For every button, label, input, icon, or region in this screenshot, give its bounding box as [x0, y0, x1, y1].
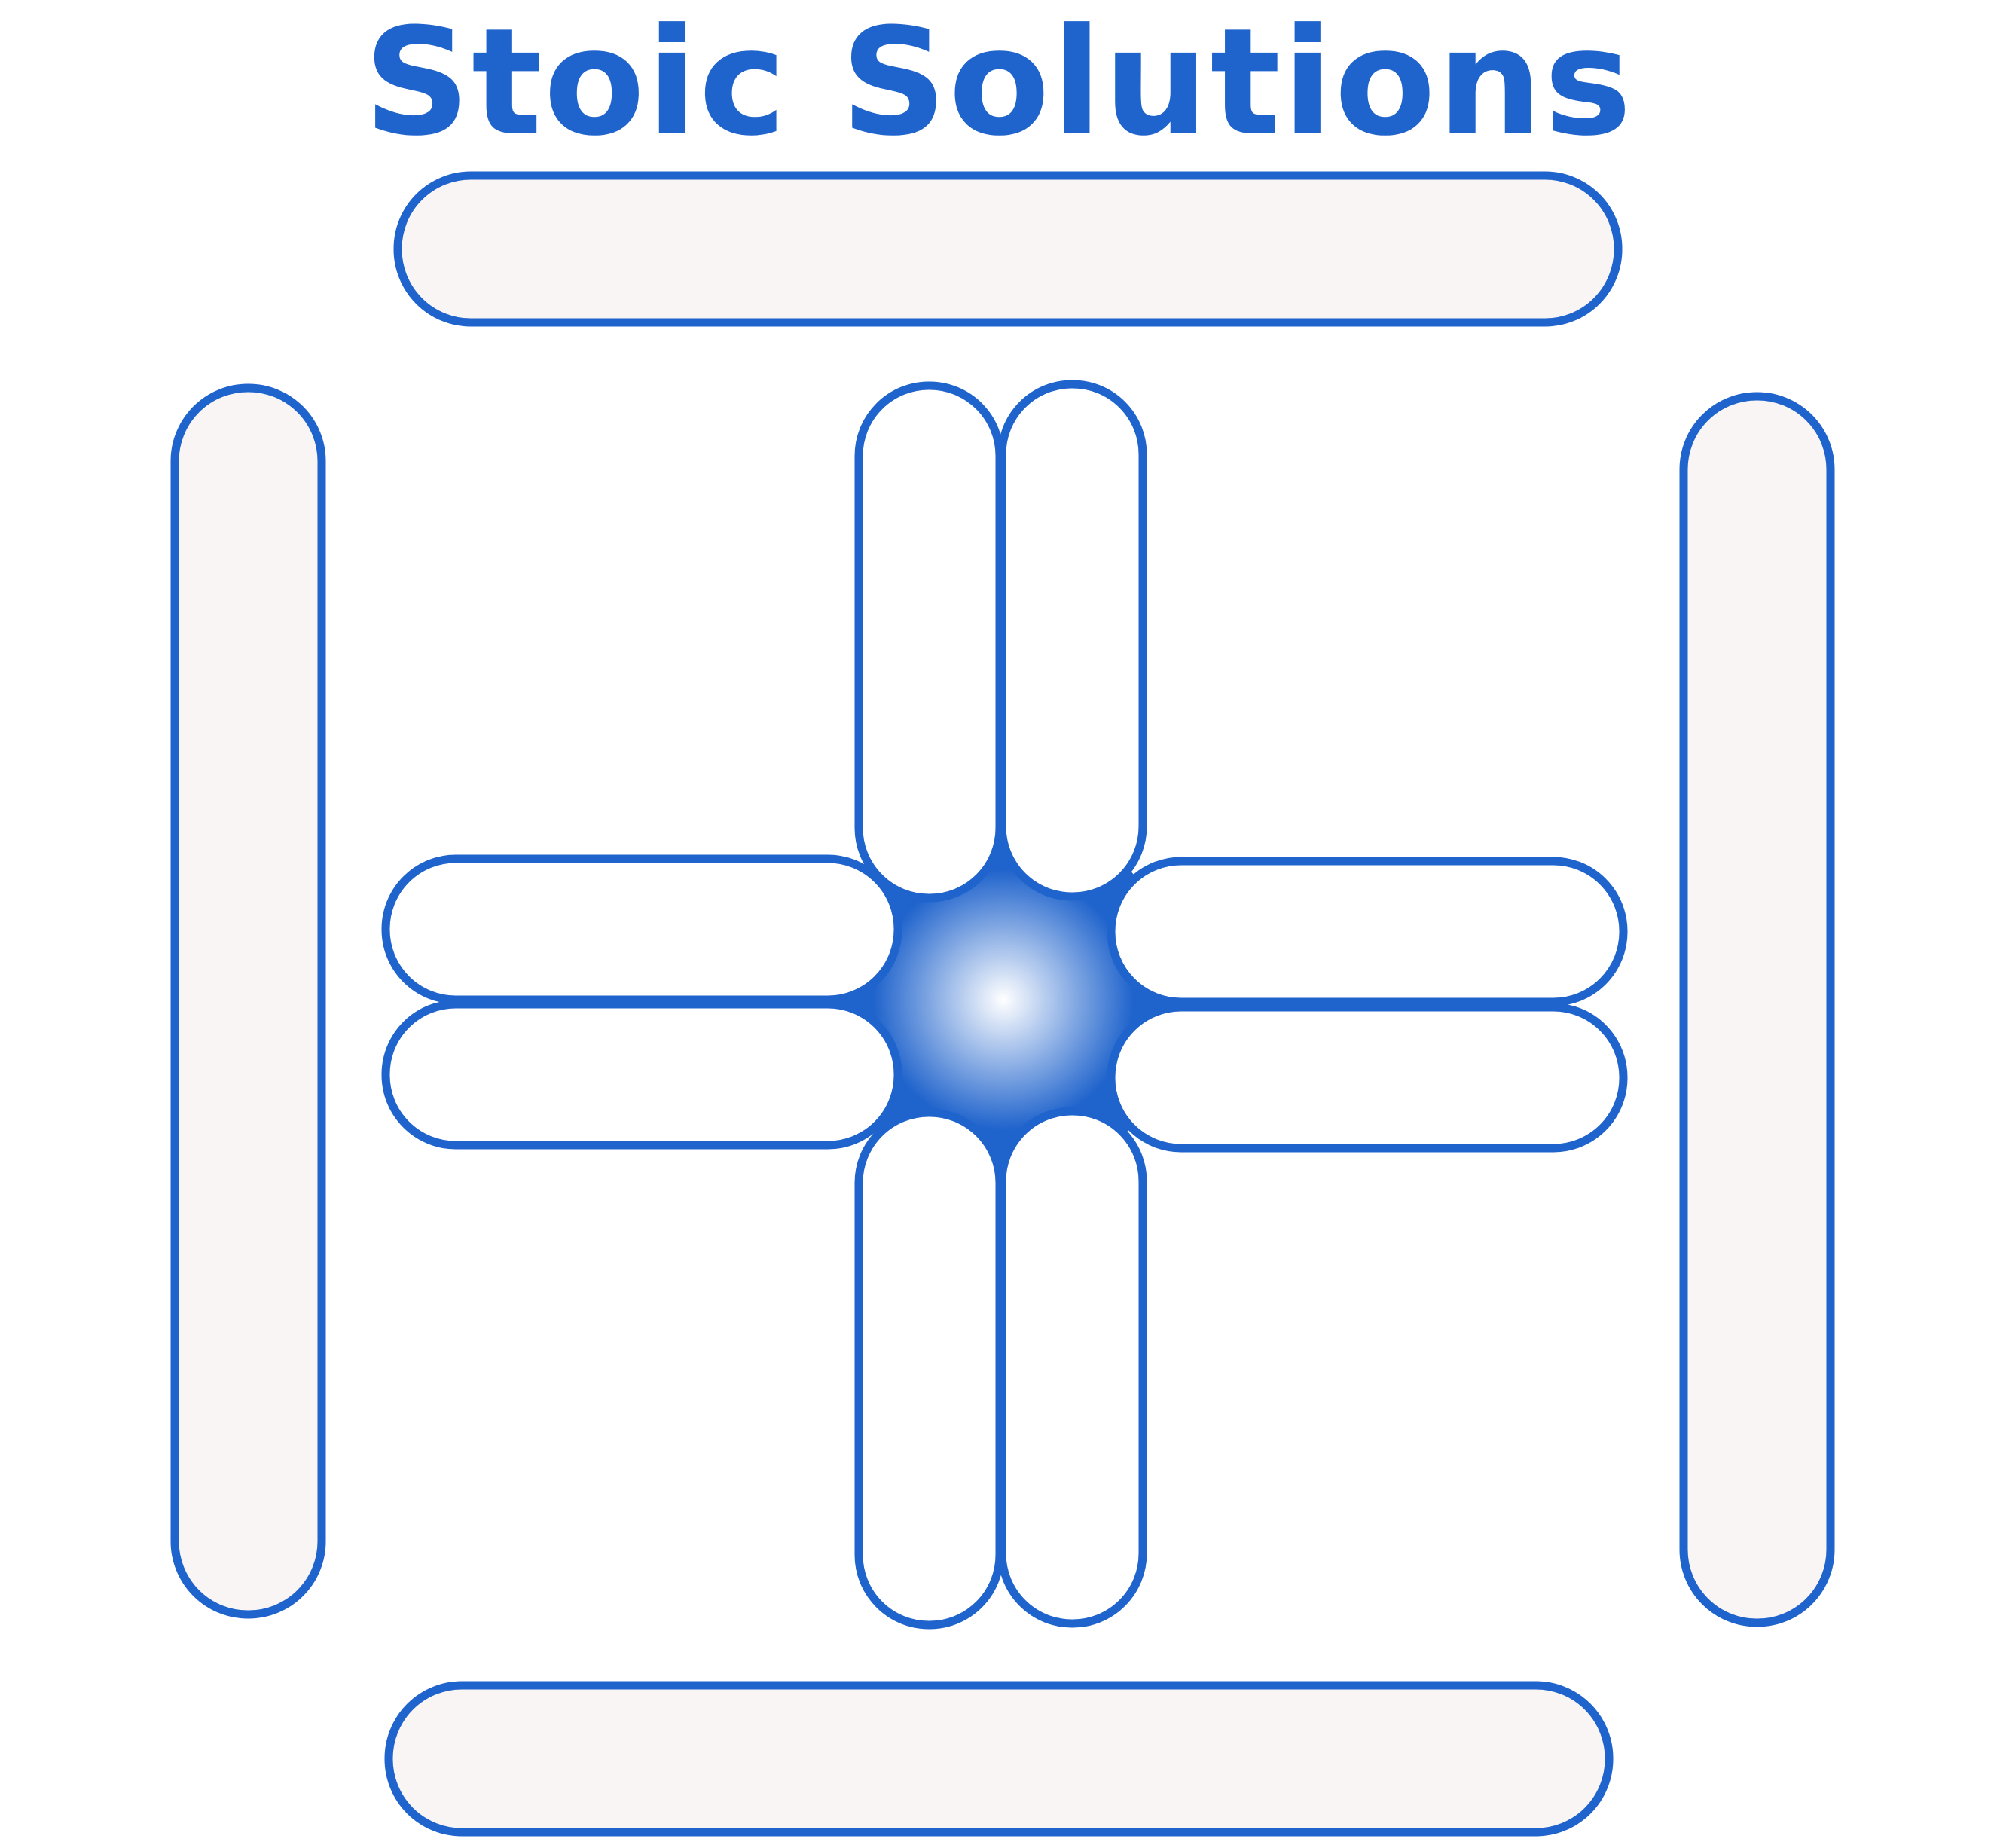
petal-right-lower [1107, 1003, 1628, 1153]
petal-top-left [854, 381, 1004, 903]
frame-bar-left [170, 383, 326, 1619]
frame-bar-right [1679, 392, 1835, 1627]
petal-left-upper [381, 854, 902, 1004]
core-glow [823, 819, 1184, 1181]
petal-bottom-right [997, 1107, 1147, 1628]
petal-bottom-left [854, 1108, 1004, 1630]
brand-title: Stoic Solutions [363, 0, 1634, 169]
petal-top-right [997, 380, 1147, 901]
petal-right-upper [1107, 857, 1628, 1006]
petal-left-lower [381, 1000, 902, 1150]
frame-bar-top [393, 171, 1623, 327]
frame-bar-bottom [384, 1681, 1614, 1837]
